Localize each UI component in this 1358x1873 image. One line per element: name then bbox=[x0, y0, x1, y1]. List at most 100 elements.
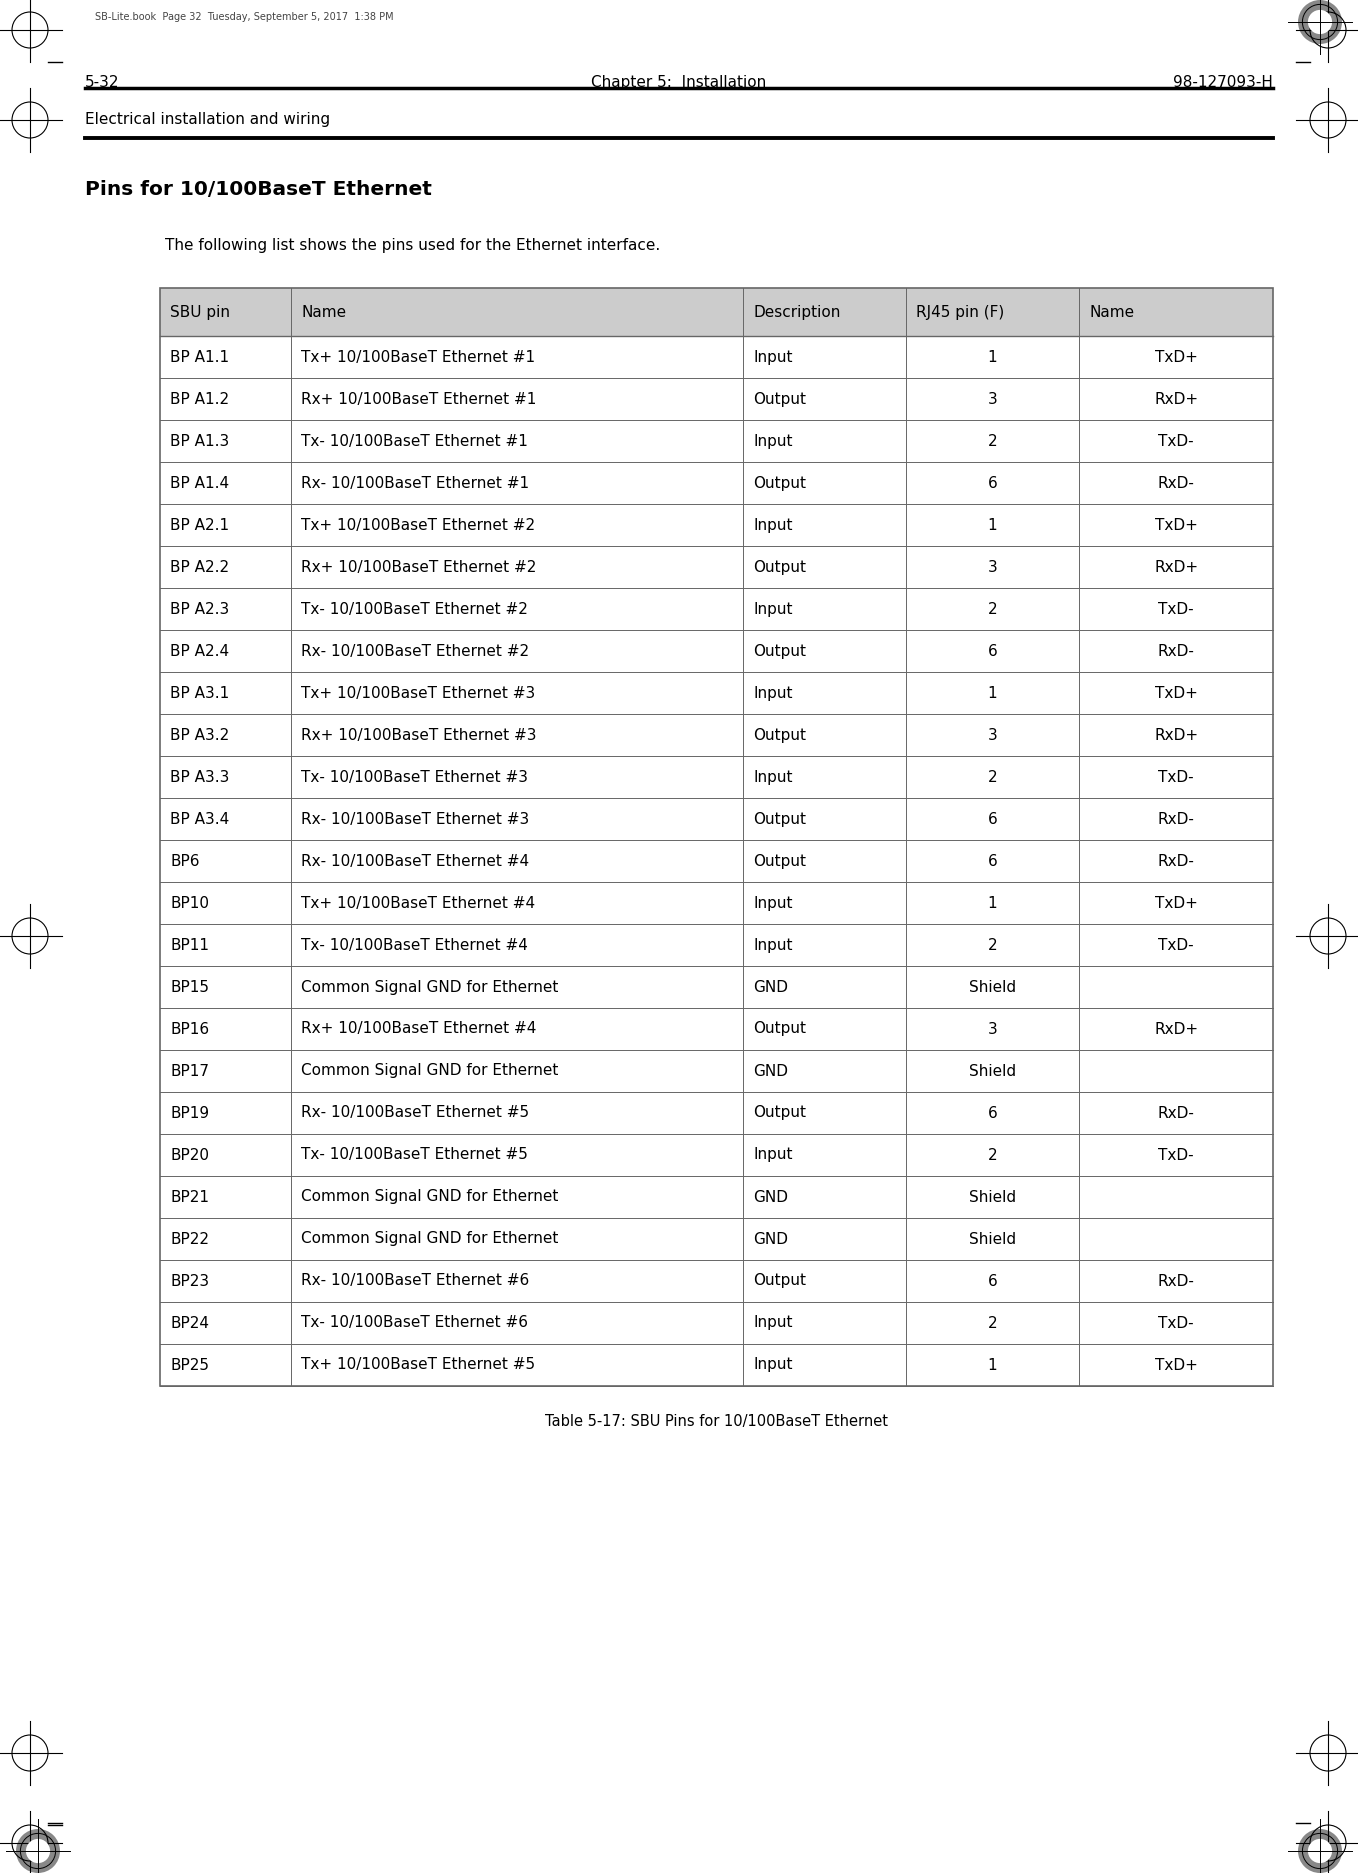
Text: Rx+ 10/100BaseT Ethernet #3: Rx+ 10/100BaseT Ethernet #3 bbox=[301, 727, 536, 742]
Text: Rx+ 10/100BaseT Ethernet #4: Rx+ 10/100BaseT Ethernet #4 bbox=[301, 1021, 536, 1036]
Text: 1: 1 bbox=[987, 895, 997, 910]
Text: RxD+: RxD+ bbox=[1154, 391, 1198, 406]
Text: Input: Input bbox=[754, 938, 793, 953]
Text: BP19: BP19 bbox=[170, 1105, 209, 1120]
Text: Tx+ 10/100BaseT Ethernet #1: Tx+ 10/100BaseT Ethernet #1 bbox=[301, 350, 535, 365]
Text: 6: 6 bbox=[987, 1274, 997, 1289]
Text: TxD-: TxD- bbox=[1158, 433, 1194, 448]
Text: BP20: BP20 bbox=[170, 1148, 209, 1163]
Text: RxD-: RxD- bbox=[1158, 476, 1195, 491]
Text: GND: GND bbox=[754, 1232, 788, 1247]
Text: Name: Name bbox=[301, 305, 346, 320]
Circle shape bbox=[26, 1839, 50, 1864]
Text: TxD-: TxD- bbox=[1158, 1148, 1194, 1163]
Text: 1: 1 bbox=[987, 686, 997, 701]
Text: Rx- 10/100BaseT Ethernet #1: Rx- 10/100BaseT Ethernet #1 bbox=[301, 476, 530, 491]
Text: Electrical installation and wiring: Electrical installation and wiring bbox=[86, 112, 330, 127]
Text: BP A2.2: BP A2.2 bbox=[170, 560, 230, 575]
Text: Pins for 10/100BaseT Ethernet: Pins for 10/100BaseT Ethernet bbox=[86, 180, 432, 199]
Text: 1: 1 bbox=[987, 350, 997, 365]
Text: Shield: Shield bbox=[970, 980, 1016, 995]
Text: Output: Output bbox=[754, 391, 807, 406]
Text: BP22: BP22 bbox=[170, 1232, 209, 1247]
Text: 2: 2 bbox=[987, 938, 997, 953]
Text: Common Signal GND for Ethernet: Common Signal GND for Ethernet bbox=[301, 1189, 558, 1204]
Text: TxD-: TxD- bbox=[1158, 938, 1194, 953]
Text: BP A1.4: BP A1.4 bbox=[170, 476, 230, 491]
Text: 2: 2 bbox=[987, 1315, 997, 1330]
Text: 6: 6 bbox=[987, 476, 997, 491]
Text: GND: GND bbox=[754, 1189, 788, 1204]
Text: RxD+: RxD+ bbox=[1154, 727, 1198, 742]
Text: BP25: BP25 bbox=[170, 1358, 209, 1373]
Text: 2: 2 bbox=[987, 601, 997, 616]
Text: Description: Description bbox=[754, 305, 841, 320]
Text: Input: Input bbox=[754, 1148, 793, 1163]
Text: BP21: BP21 bbox=[170, 1189, 209, 1204]
Text: SBU pin: SBU pin bbox=[170, 305, 230, 320]
Circle shape bbox=[1298, 0, 1342, 43]
Text: 2: 2 bbox=[987, 1148, 997, 1163]
Text: 2: 2 bbox=[987, 433, 997, 448]
Text: RxD+: RxD+ bbox=[1154, 560, 1198, 575]
Text: BP A1.2: BP A1.2 bbox=[170, 391, 230, 406]
Text: The following list shows the pins used for the Ethernet interface.: The following list shows the pins used f… bbox=[166, 238, 660, 253]
Bar bbox=[160, 288, 1272, 335]
Text: Output: Output bbox=[754, 644, 807, 659]
Text: BP A1.1: BP A1.1 bbox=[170, 350, 230, 365]
Text: RxD-: RxD- bbox=[1158, 811, 1195, 826]
Text: Output: Output bbox=[754, 560, 807, 575]
Text: TxD-: TxD- bbox=[1158, 1315, 1194, 1330]
Text: BP11: BP11 bbox=[170, 938, 209, 953]
Text: Shield: Shield bbox=[970, 1064, 1016, 1079]
Text: BP A3.2: BP A3.2 bbox=[170, 727, 230, 742]
Text: Rx- 10/100BaseT Ethernet #3: Rx- 10/100BaseT Ethernet #3 bbox=[301, 811, 530, 826]
Text: BP A2.1: BP A2.1 bbox=[170, 517, 230, 532]
Text: BP A3.4: BP A3.4 bbox=[170, 811, 230, 826]
Text: 1: 1 bbox=[987, 1358, 997, 1373]
Text: BP16: BP16 bbox=[170, 1021, 209, 1036]
Text: BP15: BP15 bbox=[170, 980, 209, 995]
Text: RxD-: RxD- bbox=[1158, 854, 1195, 869]
Text: TxD-: TxD- bbox=[1158, 601, 1194, 616]
Text: Input: Input bbox=[754, 1358, 793, 1373]
Text: 6: 6 bbox=[987, 1105, 997, 1120]
Bar bbox=[160, 288, 1272, 1386]
Text: Input: Input bbox=[754, 601, 793, 616]
Text: 2: 2 bbox=[987, 770, 997, 785]
Text: Input: Input bbox=[754, 1315, 793, 1330]
Text: Input: Input bbox=[754, 433, 793, 448]
Circle shape bbox=[1298, 1830, 1342, 1873]
Circle shape bbox=[16, 1830, 60, 1873]
Text: 3: 3 bbox=[987, 1021, 997, 1036]
Text: TxD+: TxD+ bbox=[1154, 1358, 1198, 1373]
Text: Common Signal GND for Ethernet: Common Signal GND for Ethernet bbox=[301, 1064, 558, 1079]
Text: Tx+ 10/100BaseT Ethernet #4: Tx+ 10/100BaseT Ethernet #4 bbox=[301, 895, 535, 910]
Text: Output: Output bbox=[754, 476, 807, 491]
Text: TxD+: TxD+ bbox=[1154, 895, 1198, 910]
Text: TxD+: TxD+ bbox=[1154, 350, 1198, 365]
Text: BP17: BP17 bbox=[170, 1064, 209, 1079]
Text: Output: Output bbox=[754, 1105, 807, 1120]
Text: Tx+ 10/100BaseT Ethernet #3: Tx+ 10/100BaseT Ethernet #3 bbox=[301, 686, 535, 701]
Text: TxD+: TxD+ bbox=[1154, 517, 1198, 532]
Text: Rx- 10/100BaseT Ethernet #4: Rx- 10/100BaseT Ethernet #4 bbox=[301, 854, 530, 869]
Text: BP A2.4: BP A2.4 bbox=[170, 644, 230, 659]
Text: SB-Lite.book  Page 32  Tuesday, September 5, 2017  1:38 PM: SB-Lite.book Page 32 Tuesday, September … bbox=[95, 11, 394, 22]
Text: Rx+ 10/100BaseT Ethernet #2: Rx+ 10/100BaseT Ethernet #2 bbox=[301, 560, 536, 575]
Text: GND: GND bbox=[754, 1064, 788, 1079]
Text: Tx+ 10/100BaseT Ethernet #2: Tx+ 10/100BaseT Ethernet #2 bbox=[301, 517, 535, 532]
Text: 6: 6 bbox=[987, 644, 997, 659]
Text: Common Signal GND for Ethernet: Common Signal GND for Ethernet bbox=[301, 1232, 558, 1247]
Text: Table 5-17: SBU Pins for 10/100BaseT Ethernet: Table 5-17: SBU Pins for 10/100BaseT Eth… bbox=[545, 1414, 888, 1429]
Text: 6: 6 bbox=[987, 811, 997, 826]
Text: Input: Input bbox=[754, 770, 793, 785]
Text: Output: Output bbox=[754, 1274, 807, 1289]
Text: 3: 3 bbox=[987, 560, 997, 575]
Text: 1: 1 bbox=[987, 517, 997, 532]
Text: Rx- 10/100BaseT Ethernet #5: Rx- 10/100BaseT Ethernet #5 bbox=[301, 1105, 530, 1120]
Text: Input: Input bbox=[754, 895, 793, 910]
Text: Tx- 10/100BaseT Ethernet #2: Tx- 10/100BaseT Ethernet #2 bbox=[301, 601, 528, 616]
Text: Shield: Shield bbox=[970, 1189, 1016, 1204]
Text: BP6: BP6 bbox=[170, 854, 200, 869]
